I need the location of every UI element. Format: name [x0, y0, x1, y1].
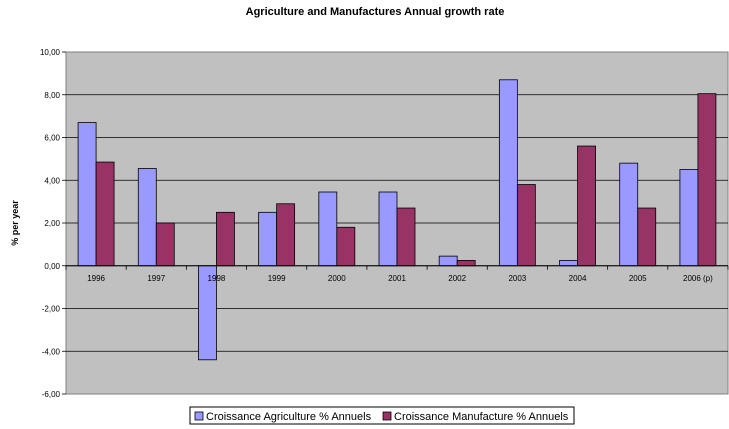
legend-label-agriculture: Croissance Agriculture % Annuels — [206, 411, 372, 423]
bar-manufacture — [516, 184, 536, 267]
y-tick-label: -4,00 — [42, 347, 61, 356]
legend-label-manufacture: Croissance Manufacture % Annuels — [394, 411, 569, 423]
x-tick-label: 2001 — [388, 274, 406, 283]
bar-agriculture — [378, 191, 398, 267]
bar-agriculture — [619, 162, 639, 267]
y-tick-label: 10,00 — [40, 48, 61, 57]
bar-agriculture — [318, 191, 338, 267]
x-tick-label: 1998 — [208, 274, 226, 283]
bar-agriculture — [498, 79, 518, 267]
chart-title: Agriculture and Manufactures Annual grow… — [246, 6, 505, 18]
bar-agriculture — [438, 255, 458, 267]
x-tick-label: 1997 — [147, 274, 165, 283]
bar-manufacture — [396, 207, 416, 267]
y-tick-label: 4,00 — [44, 176, 60, 185]
y-tick-label: 8,00 — [44, 91, 60, 100]
x-tick-label: 2004 — [569, 274, 587, 283]
bar-manufacture — [276, 203, 296, 267]
bar-agriculture — [679, 169, 699, 267]
legend: Croissance Agriculture % Annuels Croissa… — [189, 406, 575, 425]
legend-box — [189, 406, 575, 425]
bar-manufacture — [456, 260, 476, 267]
bar-agriculture — [77, 122, 97, 267]
bar-agriculture — [559, 260, 578, 267]
x-tick-label: 2000 — [328, 274, 346, 283]
bar-manufacture — [637, 207, 657, 267]
y-tick-label: -2,00 — [42, 305, 61, 314]
x-tick-label: 2003 — [508, 274, 526, 283]
bar-manufacture — [216, 211, 235, 267]
y-axis-label: % per year — [10, 200, 20, 246]
bar-manufacture — [95, 161, 115, 267]
bar-manufacture — [577, 145, 596, 267]
y-tick-label: 6,00 — [44, 134, 60, 143]
y-tick-label: 2,00 — [44, 219, 60, 228]
bar-agriculture — [137, 168, 157, 267]
x-tick-label: 2006 (p) — [683, 274, 713, 283]
x-tick-label: 2002 — [448, 274, 466, 283]
bar-manufacture — [697, 93, 717, 267]
y-tick-label: -6,00 — [42, 390, 61, 399]
legend-swatch-agriculture — [194, 411, 204, 421]
legend-swatch-manufacture — [382, 411, 392, 421]
bar-agriculture — [258, 211, 278, 267]
bar-manufacture — [336, 226, 356, 267]
x-tick-label: 1996 — [87, 274, 105, 283]
bar-manufacture — [155, 222, 175, 267]
x-tick-label: 1999 — [268, 274, 286, 283]
x-tick-label: 2005 — [629, 274, 647, 283]
y-tick-label: 0,00 — [44, 262, 60, 271]
